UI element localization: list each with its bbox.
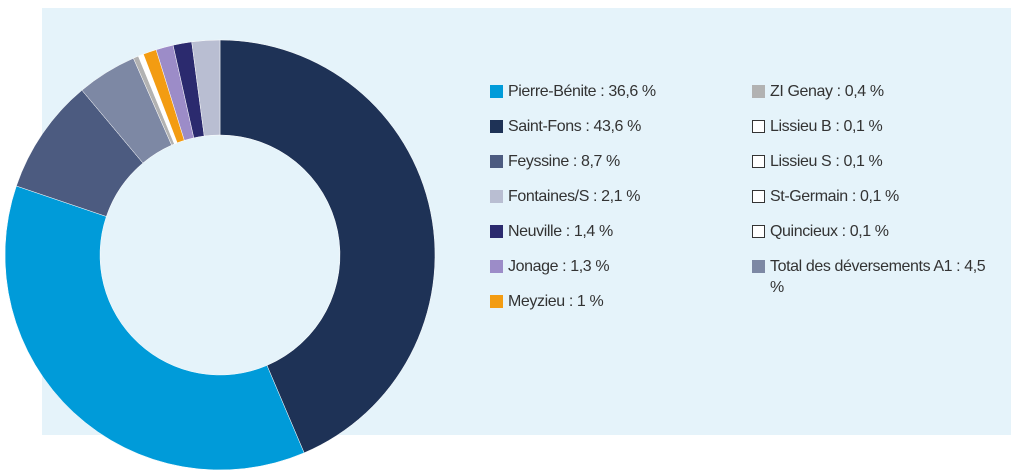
legend-value: 0,1 %	[831, 118, 882, 135]
legend-label: Feyssine	[508, 153, 569, 170]
legend-item: Jonage1,3 %	[490, 256, 725, 277]
legend-item: Lissieu S0,1 %	[752, 151, 987, 172]
legend-value: 2,1 %	[589, 188, 640, 205]
legend-value: 8,7 %	[569, 153, 620, 170]
legend-value: 1 %	[565, 293, 604, 310]
legend-value: 1,3 %	[558, 258, 609, 275]
legend-label: Total des déversements A1	[770, 258, 953, 275]
legend-label: ZI Genay	[770, 83, 833, 100]
legend-value: 0,1 %	[831, 153, 882, 170]
legend-swatch	[752, 190, 765, 203]
legend-item: Feyssine8,7 %	[490, 151, 725, 172]
legend-label: Saint-Fons	[508, 118, 582, 135]
legend-label: Pierre-Bénite	[508, 83, 597, 100]
legend-swatch	[752, 120, 765, 133]
legend-item: Total des déversements A14,5 %	[752, 256, 987, 298]
legend-value: 0,1 %	[848, 188, 899, 205]
legend-swatch	[490, 225, 503, 238]
legend-item: Pierre-Bénite36,6 %	[490, 81, 725, 102]
legend-swatch	[752, 260, 765, 273]
legend-label: St-Germain	[770, 188, 848, 205]
legend-swatch	[490, 295, 503, 308]
legend-swatch	[490, 260, 503, 273]
legend-label: Lissieu S	[770, 153, 832, 170]
legend-item: Saint-Fons43,6 %	[490, 116, 725, 137]
slice	[4, 185, 305, 471]
legend-label: Meyzieu	[508, 293, 565, 310]
legend-swatch	[490, 120, 503, 133]
legend-label: Jonage	[508, 258, 559, 275]
legend-label: Fontaines/S	[508, 188, 589, 205]
legend-value: 0,1 %	[838, 223, 889, 240]
legend-label: Neuville	[508, 223, 562, 240]
legend-item: Neuville1,4 %	[490, 221, 725, 242]
legend-swatch	[752, 85, 765, 98]
legend-swatch	[490, 155, 503, 168]
legend-swatch	[490, 85, 503, 98]
legend-value: 0,4 %	[833, 83, 884, 100]
legend-label: Quincieux	[770, 223, 838, 240]
slice	[191, 39, 221, 137]
legend-item: Quincieux0,1 %	[752, 221, 987, 242]
legend-swatch	[752, 225, 765, 238]
legend-item: St-Germain0,1 %	[752, 186, 987, 207]
legend-value: 36,6 %	[596, 83, 656, 100]
legend-value: 1,4 %	[562, 223, 613, 240]
legend-label: Lissieu B	[770, 118, 832, 135]
legend-swatch	[490, 190, 503, 203]
legend-item: Meyzieu1 %	[490, 291, 725, 312]
legend-value: 43,6 %	[581, 118, 641, 135]
legend-item: Lissieu B0,1 %	[752, 116, 987, 137]
legend-swatch	[752, 155, 765, 168]
legend-item: ZI Genay0,4 %	[752, 81, 987, 102]
legend-item: Fontaines/S2,1 %	[490, 186, 725, 207]
